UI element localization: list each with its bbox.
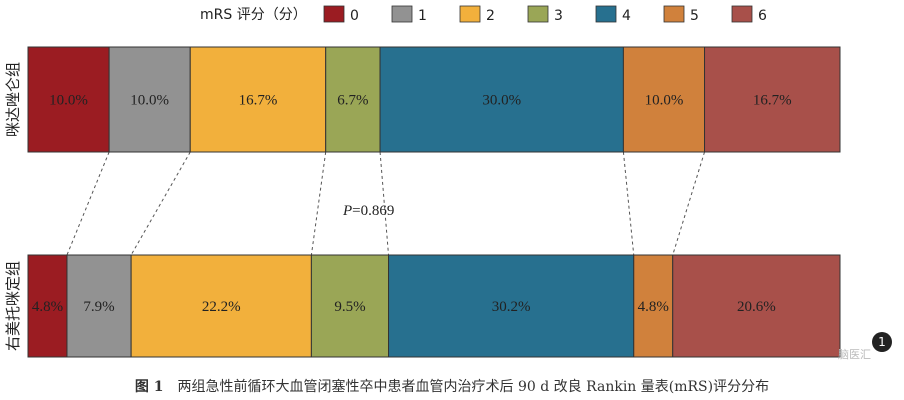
legend-swatch-1 bbox=[391, 5, 413, 23]
data-label-row0-mrs6: 16.7% bbox=[753, 93, 792, 109]
bar-segment-row0-mrs1 bbox=[108, 46, 191, 153]
data-label-row1-mrs6: 20.6% bbox=[737, 299, 776, 315]
data-label-row1-mrs4: 30.2% bbox=[492, 299, 531, 315]
figure-caption: 图 1 两组急性前循环大血管闭塞性卒中患者血管内治疗术后 90 d 改良 Rank… bbox=[0, 376, 904, 396]
bar-segment-row1-mrs5 bbox=[633, 254, 674, 358]
figure-caption-text: 两组急性前循环大血管闭塞性卒中患者血管内治疗术后 90 d 改良 Rankin … bbox=[177, 379, 770, 395]
legend-label-5: 5 bbox=[690, 8, 699, 24]
connector-line-5 bbox=[672, 151, 706, 256]
bar-segment-row0-mrs3 bbox=[325, 46, 381, 153]
bar-segment-row0-mrs5 bbox=[622, 46, 706, 153]
legend-label-2: 2 bbox=[486, 8, 495, 24]
data-label-row0-mrs4: 30.0% bbox=[482, 93, 521, 109]
legend-label-6: 6 bbox=[758, 8, 767, 24]
legend-label-0: 0 bbox=[350, 8, 359, 24]
watermark-text: 脑医汇 bbox=[838, 348, 871, 361]
watermark-logo: 1 脑医汇 bbox=[836, 330, 896, 364]
data-label-row0-mrs5: 10.0% bbox=[645, 93, 684, 109]
legend-swatch-2 bbox=[459, 5, 481, 23]
legend-swatch-6 bbox=[731, 5, 753, 23]
legend-label-3: 3 bbox=[554, 8, 563, 24]
legend-swatch-4 bbox=[595, 5, 617, 23]
data-label-row1-mrs0: 4.8% bbox=[32, 299, 63, 315]
data-label-row1-mrs1: 7.9% bbox=[83, 299, 114, 315]
connector-line-1 bbox=[130, 151, 191, 256]
legend-title: mRS 评分（分） bbox=[200, 7, 307, 23]
bar-segment-row0-mrs2 bbox=[189, 46, 327, 153]
legend: mRS 评分（分） 0 1 2 3 4 5 6 bbox=[200, 5, 767, 24]
figure-number: 图 1 bbox=[134, 379, 164, 395]
connector-line-2 bbox=[310, 151, 327, 256]
data-label-row0-mrs1: 10.0% bbox=[130, 93, 169, 109]
connector-lines bbox=[66, 151, 706, 256]
bar-segment-row0-mrs6 bbox=[704, 46, 841, 153]
bars: 10.0% 10.0% 16.7% 6.7% 30.0% 10.0% 16.7% 咪达唑仑组 4… bbox=[4, 46, 841, 358]
data-label-row0-mrs0: 10.0% bbox=[49, 93, 88, 109]
bar-segment-row1-mrs6 bbox=[672, 254, 841, 358]
legend-swatch-5 bbox=[663, 5, 685, 23]
legend-label-1: 1 bbox=[418, 8, 427, 24]
p-value-annotation: P=0.869 bbox=[342, 203, 394, 219]
bar-segment-row1-mrs2 bbox=[130, 254, 312, 358]
data-label-row1-mrs3: 9.5% bbox=[334, 299, 365, 315]
data-label-row1-mrs5: 4.8% bbox=[638, 299, 669, 315]
data-label-row1-mrs2: 22.2% bbox=[202, 299, 241, 315]
row-label-1: 右美托咪定组 bbox=[4, 261, 22, 351]
legend-swatch-0 bbox=[323, 5, 345, 23]
connector-line-4 bbox=[622, 151, 635, 256]
data-label-row0-mrs2: 16.7% bbox=[239, 93, 278, 109]
bar-segment-row1-mrs4 bbox=[388, 254, 635, 358]
bar-segment-row0-mrs0 bbox=[27, 46, 110, 153]
data-label-row0-mrs3: 6.7% bbox=[337, 93, 368, 109]
stacked-bar-chart: mRS 评分（分） 0 1 2 3 4 5 6 10.0% 10.0% 16.7% 6.7% 30.… bbox=[4, 5, 841, 358]
bar-segment-row0-mrs4 bbox=[379, 46, 624, 153]
legend-swatch-3 bbox=[527, 5, 549, 23]
connector-line-0 bbox=[66, 151, 110, 256]
legend-label-4: 4 bbox=[622, 8, 631, 24]
p-value-symbol: P bbox=[342, 203, 352, 219]
connector-line-3 bbox=[379, 151, 390, 256]
watermark-badge: 1 bbox=[872, 332, 892, 352]
row-label-0: 咪达唑仑组 bbox=[4, 62, 22, 137]
p-value-number: =0.869 bbox=[352, 203, 394, 219]
